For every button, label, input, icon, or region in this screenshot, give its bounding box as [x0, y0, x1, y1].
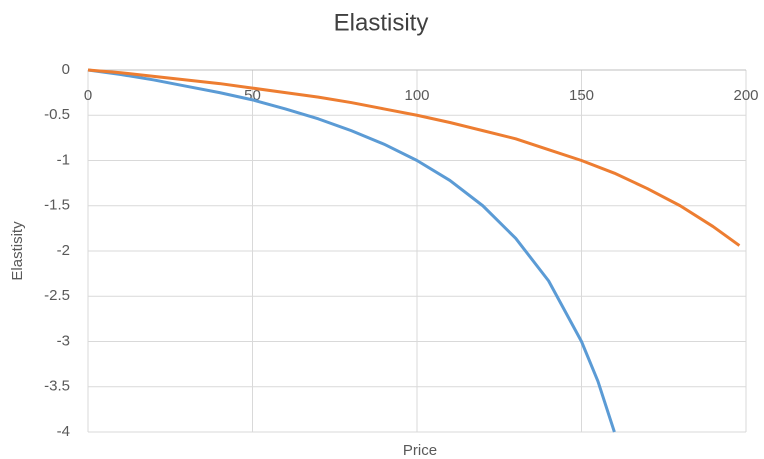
y-tick-label: -2.5 — [44, 287, 70, 304]
x-tick-label: 100 — [404, 87, 429, 104]
y-tick-label: -3 — [57, 332, 70, 349]
y-axis-label: Elastisity — [9, 221, 26, 281]
line-series — [87, 68, 741, 247]
y-tick-label: -0.5 — [44, 106, 70, 123]
line-series — [87, 68, 616, 433]
y-tick-label: -2 — [57, 242, 70, 259]
y-tick-label: -4 — [57, 423, 70, 440]
y-tick-label: -1.5 — [44, 197, 70, 214]
x-axis-label: Price — [403, 442, 437, 459]
x-tick-label: 200 — [733, 87, 758, 104]
y-tick-label: -1 — [57, 151, 70, 168]
x-tick-label: 0 — [84, 87, 92, 104]
chart-title: Elastisity — [334, 9, 429, 36]
y-tick-label: -3.5 — [44, 378, 70, 395]
y-tick-label: 0 — [62, 61, 70, 78]
x-tick-label: 150 — [569, 87, 594, 104]
